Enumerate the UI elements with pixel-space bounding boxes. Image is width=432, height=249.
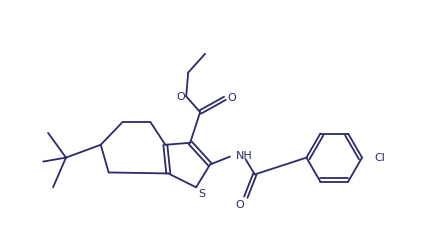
Text: O: O — [177, 92, 186, 102]
Text: O: O — [235, 200, 244, 210]
Text: NH: NH — [236, 151, 253, 161]
Text: Cl: Cl — [374, 153, 385, 163]
Text: O: O — [228, 93, 236, 103]
Text: S: S — [199, 189, 206, 199]
